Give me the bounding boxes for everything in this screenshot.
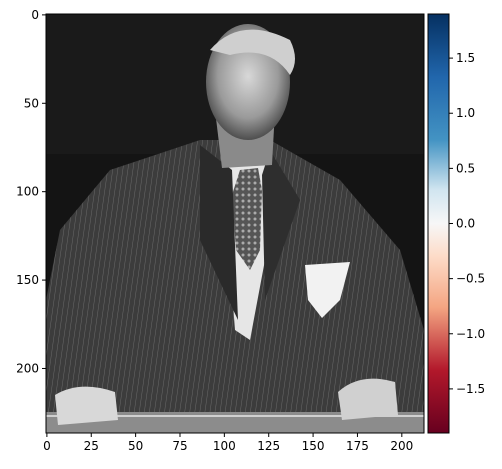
- x-tick-label: 125: [257, 439, 280, 453]
- x-axis: 0 25 50 75 100 125 150 175 200: [43, 433, 413, 453]
- colorbar-tick-label: 0.5: [456, 161, 475, 175]
- right-lapel: [262, 150, 300, 300]
- x-tick-label: 200: [390, 439, 413, 453]
- y-axis: 0 50 100 150 200: [16, 8, 46, 375]
- y-tick-label: 50: [24, 96, 39, 110]
- pocket-square: [305, 262, 350, 318]
- x-tick-label: 0: [43, 439, 51, 453]
- x-tick-label: 75: [172, 439, 187, 453]
- lectern: [46, 412, 424, 433]
- tie: [232, 168, 262, 270]
- colorbar-axis: 1.5 1.0 0.5 0.0 −0.5 −1.0 −1.5: [449, 51, 485, 396]
- colorbar-tick-label: 0.0: [456, 217, 475, 231]
- colorbar-tick-label: −1.5: [456, 382, 485, 396]
- x-tick-label: 175: [346, 439, 369, 453]
- colorbar-tick-label: −1.0: [456, 327, 485, 341]
- image-frame: [45, 13, 425, 434]
- colorbar: [427, 13, 450, 434]
- hair: [210, 29, 295, 75]
- x-tick-label: 25: [84, 439, 99, 453]
- x-tick-label: 150: [302, 439, 325, 453]
- x-tick-label: 100: [213, 439, 236, 453]
- y-tick-label: 150: [16, 273, 39, 287]
- y-tick-label: 200: [16, 361, 39, 375]
- left-lapel: [200, 145, 238, 320]
- left-hand: [55, 386, 118, 425]
- x-tick-label: 50: [128, 439, 143, 453]
- portrait-image: [46, 14, 424, 433]
- y-tick-label: 100: [16, 185, 39, 199]
- colorbar-tick-label: −0.5: [456, 272, 485, 286]
- colorbar-tick-label: 1.5: [456, 51, 475, 65]
- colorbar-tick-label: 1.0: [456, 106, 475, 120]
- y-tick-label: 0: [31, 8, 39, 22]
- right-hand: [338, 378, 398, 420]
